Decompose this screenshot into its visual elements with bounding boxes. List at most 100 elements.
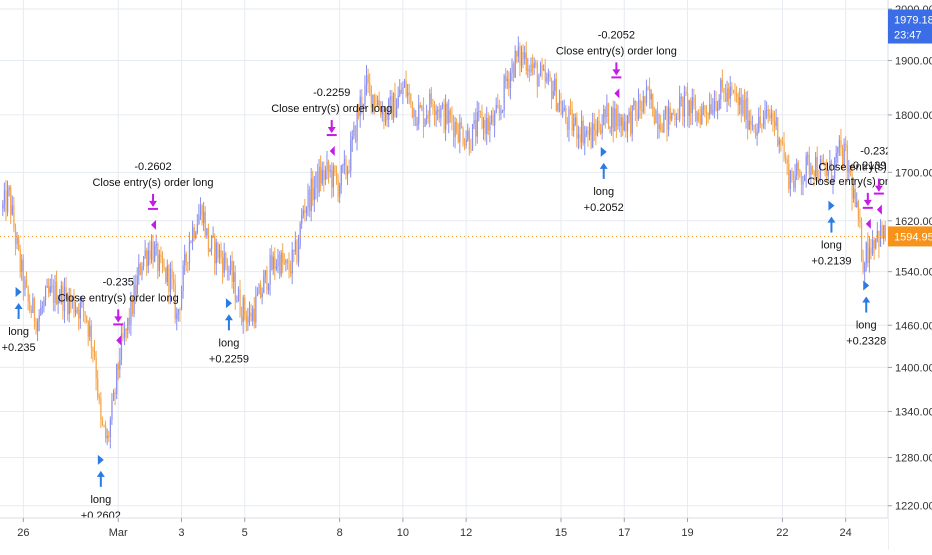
candle-body: [530, 64, 532, 73]
candle-body: [737, 96, 739, 106]
candle-body: [146, 250, 148, 267]
candle-body: [868, 247, 871, 263]
candle-body: [187, 262, 189, 264]
candle-body: [628, 111, 630, 116]
candle-body: [650, 93, 652, 100]
candle-body: [577, 134, 580, 139]
candle-body: [824, 164, 826, 170]
candle-body: [434, 109, 436, 115]
time-axis[interactable]: 26 Mar 3 5 8 10 12 15 17 19 22 24: [0, 517, 888, 550]
candle-body: [802, 181, 804, 185]
last-price-badge: [888, 226, 932, 247]
candle-body: [14, 227, 17, 245]
candle-body: [248, 312, 251, 317]
entry-value: +0.2328: [846, 336, 886, 348]
candle-body: [740, 97, 743, 114]
candle-body: [282, 252, 284, 264]
candle-body: [554, 78, 556, 91]
candle-body: [821, 159, 823, 165]
candle-body: [494, 112, 496, 126]
candle-body: [460, 122, 463, 129]
candle-body: [789, 170, 792, 189]
candle-body: [418, 104, 420, 124]
candle-body: [706, 112, 708, 115]
candle-body: [182, 265, 184, 292]
candle-body: [838, 140, 841, 147]
candle-body: [587, 130, 589, 136]
candle-body: [546, 77, 548, 82]
candle-body: [770, 113, 773, 118]
candle-body: [756, 132, 758, 136]
trade-markers: long +0.235 -0.235 Close entry(s) order lon…: [2, 29, 932, 521]
candle-body: [277, 254, 279, 267]
candle-body: [467, 130, 469, 140]
candle-body: [106, 435, 108, 439]
candle-body: [726, 88, 728, 102]
candle-body: [849, 167, 852, 174]
candle-body: [794, 175, 796, 189]
candle-body: [10, 187, 12, 215]
candle-body: [625, 121, 627, 132]
price-tick-label: 1220.00: [895, 501, 932, 513]
candle-body: [185, 253, 187, 263]
candle-body: [331, 170, 333, 188]
candle-body: [16, 236, 18, 245]
candle-body: [663, 114, 665, 133]
exit-arrowhead-icon: [874, 185, 883, 192]
candle-body: [421, 106, 423, 108]
candle-body: [65, 287, 67, 296]
candle-body: [214, 235, 216, 264]
crosshair-price-label: 1979.18: [894, 15, 932, 27]
candle-body: [478, 111, 480, 113]
candle-body: [631, 105, 633, 134]
candle-body: [620, 117, 622, 126]
candle-body: [223, 253, 225, 273]
candle-body: [419, 104, 421, 108]
candle-body: [826, 169, 828, 176]
candle-body: [234, 272, 236, 302]
candle-body: [658, 124, 660, 129]
candlestick-series: [2, 36, 886, 449]
candle-body: [280, 252, 282, 276]
candle-body: [565, 107, 567, 122]
candle-body: [551, 80, 553, 99]
candle-body: [67, 295, 69, 315]
candle-body: [853, 188, 855, 199]
candle-body: [682, 96, 684, 117]
candle-body: [348, 170, 350, 172]
candle-body: [68, 295, 70, 315]
candle-body: [29, 302, 31, 311]
candle-body: [244, 297, 246, 316]
candle-body: [343, 159, 346, 165]
candle-body: [647, 87, 649, 89]
candle-body: [222, 257, 224, 273]
entry-arrowhead-icon: [827, 216, 836, 223]
candle-body: [574, 117, 576, 125]
candle-body: [430, 93, 433, 105]
time-tick-label: 12: [460, 527, 472, 539]
candle-body: [498, 107, 501, 114]
candle-body: [873, 240, 875, 249]
candle-body: [832, 178, 834, 183]
candle-body: [511, 63, 513, 73]
candle-body: [209, 249, 211, 252]
candle-body: [674, 113, 676, 120]
candle-body: [519, 46, 521, 66]
candle-body: [815, 156, 817, 176]
candle-body: [750, 120, 752, 125]
candle-body: [524, 52, 526, 60]
price-axis[interactable]: 2000.001900.001800.001700.001620.001540.…: [887, 0, 932, 550]
candle-body: [818, 177, 820, 180]
candle-body: [764, 110, 766, 118]
candle-body: [588, 127, 591, 136]
candle-body: [98, 396, 100, 399]
candle-body: [807, 155, 809, 157]
candle-body: [215, 242, 217, 264]
time-tick-label: 19: [681, 527, 693, 539]
candle-body: [649, 88, 651, 100]
candle-body: [260, 284, 262, 298]
candle-body: [199, 205, 202, 216]
candle-body: [332, 165, 335, 188]
